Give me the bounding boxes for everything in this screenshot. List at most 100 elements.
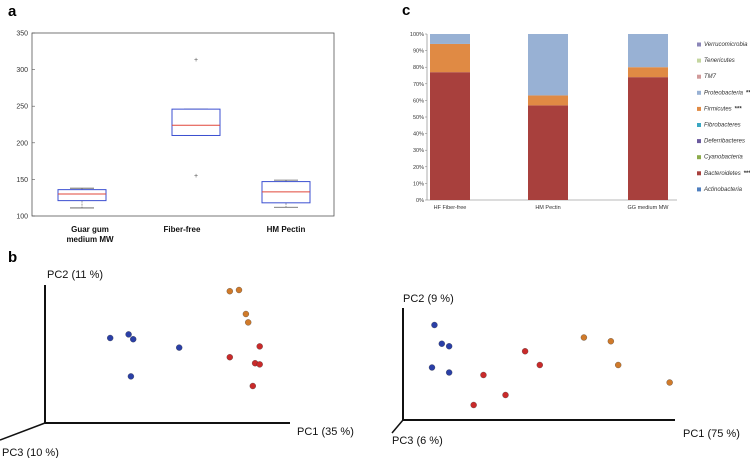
point-orange — [607, 338, 614, 345]
pca-plot-right: PC2 (9 %) PC1 (75 %) PC3 (6 %) — [391, 293, 740, 447]
bar-segment-firmicutes — [628, 67, 668, 78]
legend-label-name: Bacteroidetes — [704, 171, 741, 177]
bar-segment-bacteroidetes — [628, 77, 668, 200]
point-blue — [438, 340, 445, 347]
y-tick-label: 0% — [416, 198, 424, 204]
legend-label-name: Proteobacteria — [704, 90, 744, 96]
box-0 — [57, 187, 107, 209]
legend-label-name: Deferribacteres — [704, 139, 745, 145]
point-blue — [130, 336, 137, 343]
box-iqr — [57, 189, 107, 202]
legend-label: Tenericutes — [704, 58, 735, 64]
legend-label-name: Cyanobacteria — [704, 155, 743, 161]
legend-label: Actinobacteria — [703, 187, 743, 193]
legend-label: Deferribacteres — [704, 139, 745, 145]
legend-label: Firmicutes *** — [704, 106, 742, 112]
y-tick-label: 60% — [413, 98, 424, 104]
legend-significance: *** — [746, 90, 750, 96]
point-red — [249, 382, 256, 390]
x-category-label: GG medium MW — [628, 205, 670, 211]
legend-label-name: Verrucomicrobia — [704, 42, 748, 48]
y-tick-label: 350 — [16, 31, 28, 38]
point-orange — [235, 286, 243, 294]
bar-segment-firmicutes — [528, 95, 568, 106]
legend-label: Bacteroidetes*** — [704, 171, 750, 177]
x-category-label: HF Fiber-free — [434, 205, 467, 211]
panel-letter-a: a — [8, 3, 17, 20]
outlier-point: + — [194, 57, 198, 64]
legend-swatch — [697, 74, 701, 79]
point-red — [256, 343, 263, 350]
legend-label-name: Actinobacteria — [703, 187, 743, 193]
legend-label-name: TM7 — [704, 74, 717, 80]
legend-label: Verrucomicrobia — [704, 42, 748, 48]
legend-label-name: Tenericutes — [704, 58, 735, 64]
y-tick-label: 150 — [16, 177, 28, 184]
point-red — [226, 354, 233, 361]
panel-letter-c: c — [402, 2, 410, 19]
y-tick-label: 80% — [413, 65, 424, 71]
pc3-label: PC3 (6 %) — [392, 435, 443, 447]
box-iqr — [171, 108, 221, 136]
outlier-point: + — [194, 173, 198, 180]
point-red — [521, 348, 529, 355]
point-red — [536, 361, 543, 369]
point-blue — [176, 344, 183, 351]
bar-segment-bacteroidetes — [528, 105, 568, 200]
point-blue — [107, 334, 114, 342]
y-tick-label: 250 — [16, 104, 28, 111]
legend-swatch — [697, 155, 701, 160]
point-orange — [580, 334, 588, 341]
legend-swatch — [697, 123, 701, 127]
legend-significance: *** — [744, 171, 750, 177]
y-tick-label: 70% — [413, 82, 424, 88]
point-blue — [428, 364, 436, 371]
y-tick-label: 10% — [413, 181, 424, 187]
legend-swatch — [697, 171, 701, 176]
y-tick-label: 100 — [16, 214, 28, 221]
bar-segment-proteobacteria — [528, 34, 568, 96]
y-tick-label: 50% — [413, 115, 424, 121]
bar-segment-proteobacteria — [628, 34, 668, 68]
point-red — [480, 371, 487, 379]
legend-swatch — [697, 42, 701, 47]
legend-label-name: Firmicutes — [704, 106, 732, 112]
y-tick-label: 40% — [413, 132, 424, 138]
pca-plot-left: PC2 (11 %) PC1 (35 %) PC3 (10 %) — [0, 269, 354, 459]
legend-significance: *** — [735, 106, 743, 112]
point-orange — [242, 310, 250, 318]
legend-label-name: Fibrobacteres — [704, 123, 741, 129]
bar-segment-bacteroidetes — [430, 72, 470, 200]
pc1-label: PC1 (75 %) — [683, 428, 740, 440]
x-category-label: HM Pectin — [267, 225, 306, 234]
point-orange — [226, 288, 233, 295]
legend-label: Proteobacteria*** — [704, 90, 750, 96]
point-blue — [445, 343, 453, 350]
x-category-label: HM Pectin — [535, 205, 560, 211]
point-orange — [666, 379, 673, 386]
point-red — [502, 391, 509, 399]
pc3-label: PC3 (10 %) — [2, 447, 59, 458]
point-red — [256, 361, 263, 368]
point-blue — [125, 331, 132, 338]
pc3-axis — [391, 419, 404, 434]
panel-letter-b: b — [8, 249, 17, 266]
point-blue — [431, 321, 438, 329]
legend-label: Fibrobacteres — [704, 123, 741, 129]
y-tick-label: 30% — [413, 148, 424, 154]
x-category-label: Fiber-free — [164, 225, 201, 234]
legend-swatch — [697, 90, 701, 95]
point-red — [470, 401, 477, 409]
x-category-label: Guar gum — [71, 225, 109, 234]
y-tick-label: 300 — [16, 67, 28, 74]
pc1-label: PC1 (35 %) — [297, 426, 354, 438]
pc2-label: PC2 (11 %) — [47, 269, 103, 281]
legend-label: Cyanobacteria — [704, 155, 743, 161]
point-blue — [445, 369, 453, 376]
pc3-axis — [0, 422, 46, 441]
y-tick-label: 90% — [413, 49, 424, 55]
legend-label: TM7 — [704, 74, 717, 80]
legend-swatch — [697, 139, 701, 144]
